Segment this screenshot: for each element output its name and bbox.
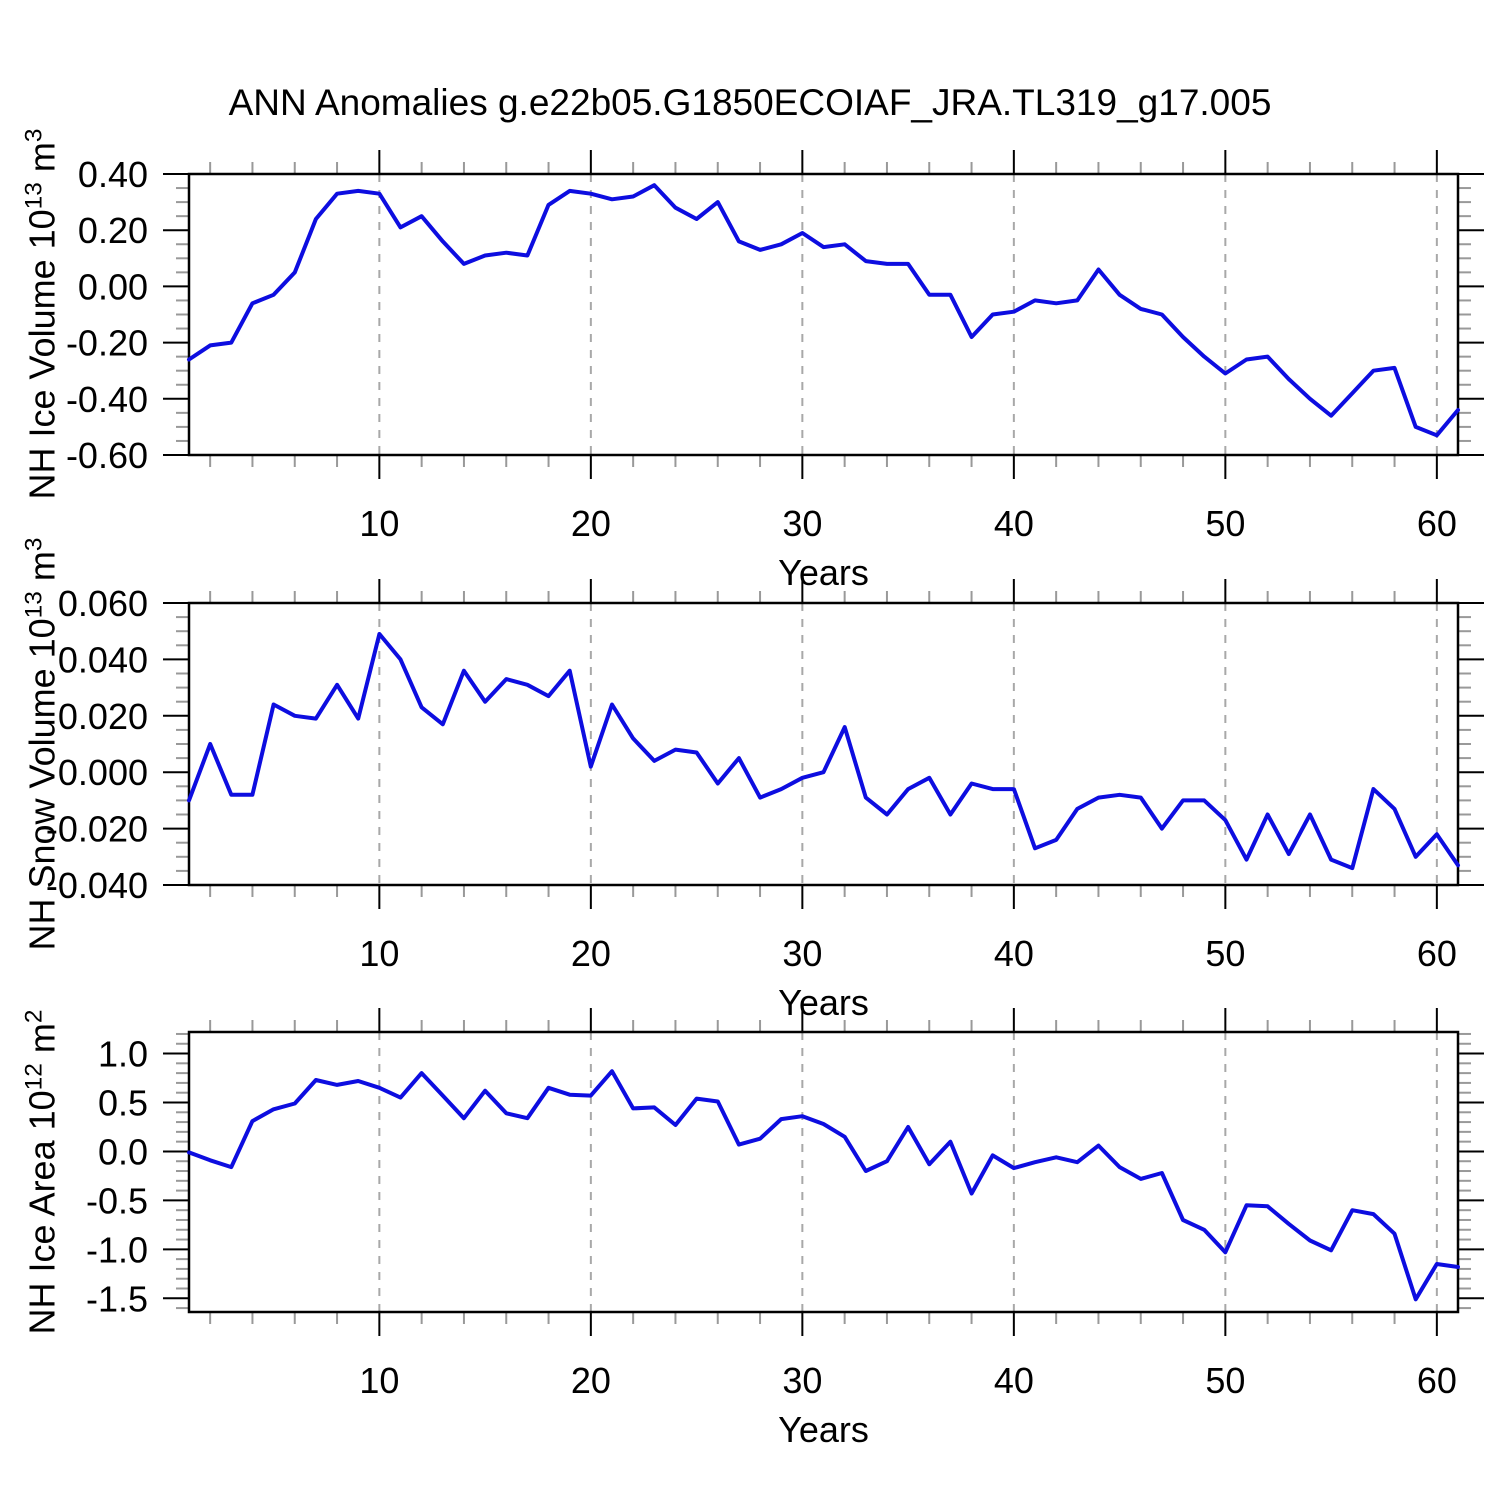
svg-text:40: 40 <box>994 503 1034 544</box>
svg-text:0.000: 0.000 <box>58 752 148 793</box>
svg-text:-0.60: -0.60 <box>66 435 148 476</box>
y-axis-label-snow-volume: NH Snow Volume 1013 m3 <box>20 537 63 951</box>
svg-text:10: 10 <box>359 503 399 544</box>
svg-text:40: 40 <box>994 1360 1034 1401</box>
svg-text:20: 20 <box>571 503 611 544</box>
plot-box <box>187 1030 1460 1314</box>
svg-text:20: 20 <box>571 933 611 974</box>
svg-text:-1.0: -1.0 <box>86 1229 148 1270</box>
svg-text:60: 60 <box>1417 503 1457 544</box>
major-ticks <box>163 150 1484 479</box>
y-axis-label-ice-volume: NH Ice Volume 1013 m3 <box>20 128 63 500</box>
svg-text:20: 20 <box>571 1360 611 1401</box>
svg-text:0.0: 0.0 <box>98 1131 148 1172</box>
svg-text:0.5: 0.5 <box>98 1082 148 1123</box>
svg-text:0.20: 0.20 <box>78 210 148 251</box>
svg-text:-0.20: -0.20 <box>66 323 148 364</box>
svg-text:50: 50 <box>1205 1360 1245 1401</box>
svg-text:-0.040: -0.040 <box>46 865 148 906</box>
svg-text:0.040: 0.040 <box>58 639 148 680</box>
x-axis-label-panel-2: Years <box>778 982 869 1023</box>
x-axis-label-panel-1: Years <box>778 552 869 593</box>
series-line-panel-2 <box>187 632 1460 871</box>
svg-text:-0.020: -0.020 <box>46 809 148 850</box>
svg-text:30: 30 <box>782 503 822 544</box>
panel-2: 10 20 30 40 50 60 0.060 0.040 0.020 0.000 -0.020 -0… <box>46 579 1484 974</box>
minor-ticks <box>176 591 1471 897</box>
svg-text:30: 30 <box>782 1360 822 1401</box>
panel-1: 10 20 30 40 50 60 0.40 0.20 0.00 -0.20 -0.40 -0.60 <box>66 150 1484 544</box>
panel-3: 10 20 30 40 50 60 1.0 0.5 0.0 -0.5 -1.0 -1.5 <box>86 1008 1484 1401</box>
gridlines <box>378 603 1438 885</box>
major-ticks <box>163 1008 1484 1336</box>
minor-ticks <box>176 162 1471 467</box>
plot-box <box>187 601 1460 887</box>
svg-text:30: 30 <box>782 933 822 974</box>
svg-text:50: 50 <box>1205 933 1245 974</box>
svg-text:1.0: 1.0 <box>98 1034 148 1075</box>
gridlines <box>378 174 1438 455</box>
minor-ticks <box>176 1020 1471 1324</box>
svg-text:0.060: 0.060 <box>58 583 148 624</box>
svg-text:60: 60 <box>1417 1360 1457 1401</box>
y-tick-labels: 0.40 0.20 0.00 -0.20 -0.40 -0.60 <box>66 154 148 476</box>
svg-text:60: 60 <box>1417 933 1457 974</box>
plot-box <box>187 172 1460 457</box>
series-line-panel-1 <box>187 183 1460 438</box>
major-ticks <box>163 579 1484 909</box>
svg-text:50: 50 <box>1205 503 1245 544</box>
y-tick-labels: 0.060 0.040 0.020 0.000 -0.020 -0.040 <box>46 583 148 906</box>
gridlines <box>378 1032 1438 1312</box>
svg-text:0.40: 0.40 <box>78 154 148 195</box>
svg-text:0.020: 0.020 <box>58 696 148 737</box>
series-line-panel-3 <box>187 1069 1460 1302</box>
svg-text:0.00: 0.00 <box>78 266 148 307</box>
chart-title: ANN Anomalies g.e22b05.G1850ECOIAF_JRA.T… <box>228 82 1272 123</box>
y-axis-label-ice-area: NH Ice Area 1012 m2 <box>20 1009 63 1335</box>
svg-text:10: 10 <box>359 933 399 974</box>
svg-text:-1.5: -1.5 <box>86 1278 148 1319</box>
y-tick-labels: 1.0 0.5 0.0 -0.5 -1.0 -1.5 <box>86 1034 148 1320</box>
svg-text:-0.40: -0.40 <box>66 379 148 420</box>
svg-text:10: 10 <box>359 1360 399 1401</box>
x-tick-labels: 10 20 30 40 50 60 <box>359 933 1457 974</box>
svg-text:40: 40 <box>994 933 1034 974</box>
x-axis-label-panel-3: Years <box>778 1409 869 1450</box>
svg-text:-0.5: -0.5 <box>86 1180 148 1221</box>
x-tick-labels: 10 20 30 40 50 60 <box>359 1360 1457 1401</box>
x-tick-labels: 10 20 30 40 50 60 <box>359 503 1457 544</box>
